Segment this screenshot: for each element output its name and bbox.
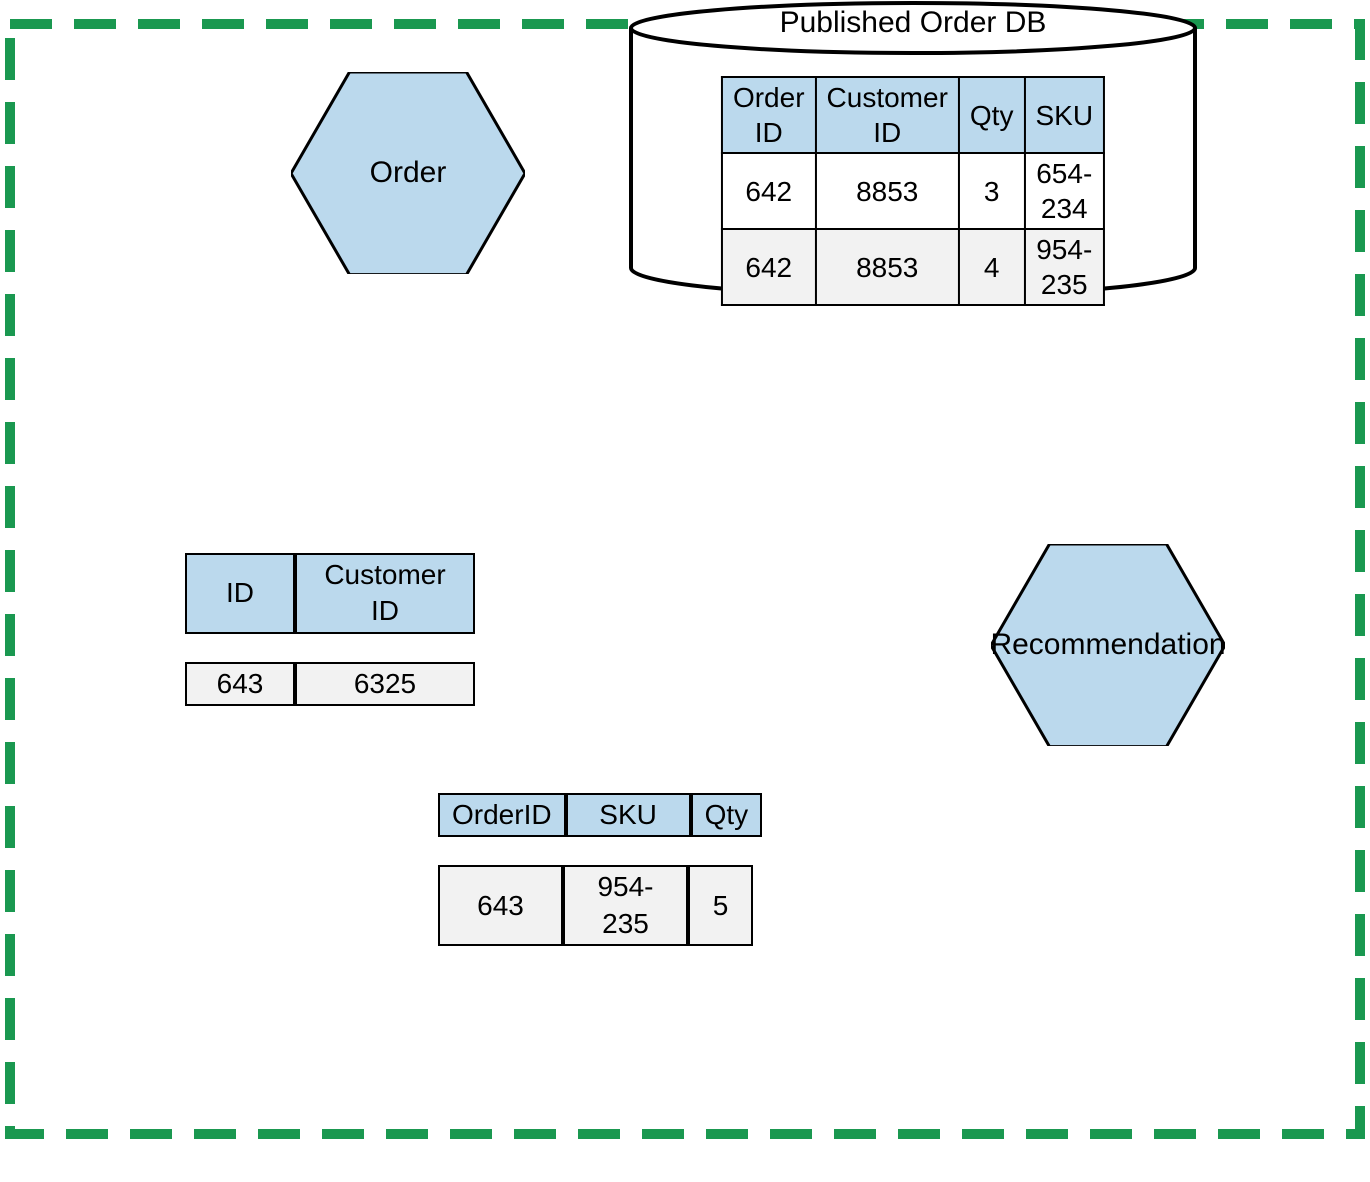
published-order-db: Published Order DB Order IDCustomer IDQt… (628, 0, 1198, 324)
mini-data-cell: 643 (438, 865, 563, 946)
db-title: Published Order DB (628, 6, 1198, 40)
db-cell: 954-235 (1024, 229, 1104, 305)
db-col-header: Qty (959, 77, 1025, 153)
recommendation-hexagon: Recommendation (991, 544, 1225, 747)
db-cell: 642 (722, 229, 816, 305)
db-cell: 642 (722, 153, 816, 229)
db-col-header: Order ID (722, 77, 816, 153)
order-mini-table: IDCustomer ID 6436325 (185, 553, 475, 706)
db-cell: 654-234 (1024, 153, 1104, 229)
db-table: Order IDCustomer IDQtySKU 64288533654-23… (721, 76, 1105, 306)
mini-data-cell: 6325 (295, 662, 475, 706)
db-cell: 8853 (816, 229, 959, 305)
order-hexagon: Order (291, 72, 525, 275)
line-item-mini-table: OrderIDSKUQty 643954-2355 (438, 793, 762, 946)
mini-header-cell: SKU (566, 793, 691, 837)
mini-data-cell: 643 (185, 662, 295, 706)
db-cell: 4 (959, 229, 1025, 305)
mini-header-cell: Qty (691, 793, 763, 837)
db-col-header: Customer ID (816, 77, 959, 153)
mini-header-cell: OrderID (438, 793, 566, 837)
db-col-header: SKU (1024, 77, 1104, 153)
mini-header-cell: ID (185, 553, 295, 634)
db-cell: 3 (959, 153, 1025, 229)
mini-header-cell: Customer ID (295, 553, 475, 634)
recommendation-label: Recommendation (990, 628, 1225, 662)
diagram-canvas: Order Recommendation Published Order DB … (0, 0, 1370, 1182)
mini-data-cell: 954-235 (563, 865, 688, 946)
db-cell: 8853 (816, 153, 959, 229)
mini-data-cell: 5 (688, 865, 753, 946)
order-label: Order (370, 156, 447, 190)
